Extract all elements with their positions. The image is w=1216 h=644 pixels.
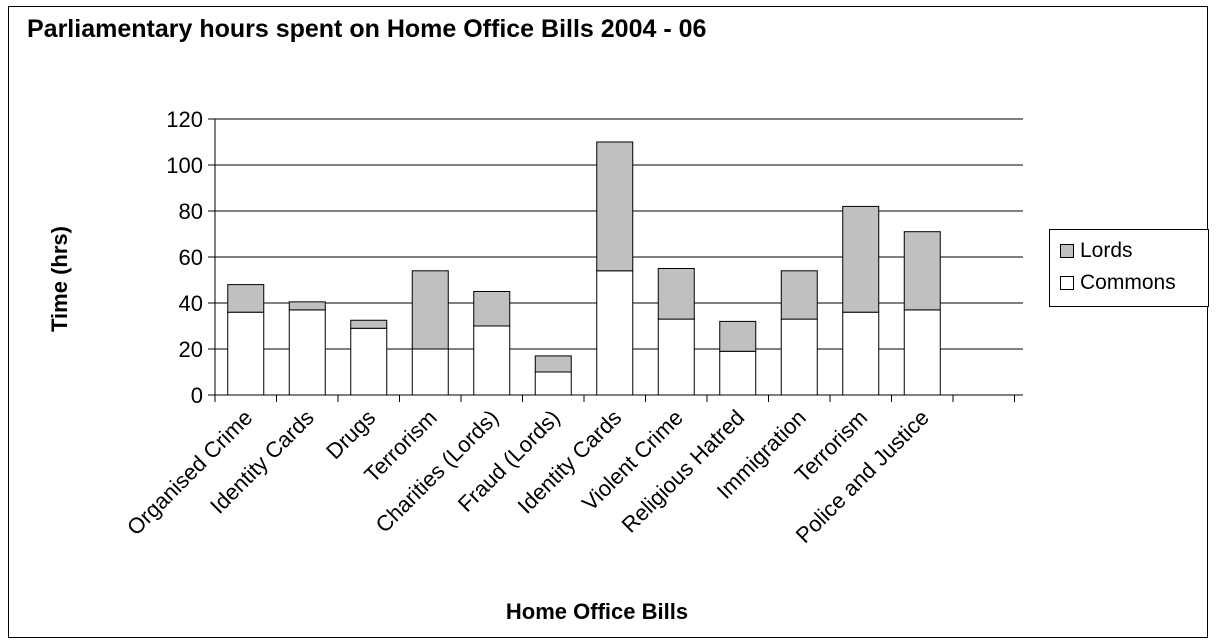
bar-commons bbox=[534, 371, 572, 396]
chart-title: Parliamentary hours spent on Home Office… bbox=[27, 15, 707, 43]
bar-commons bbox=[657, 318, 695, 396]
legend-item-lords: Lords bbox=[1060, 238, 1208, 264]
y-axis-title: Time (hrs) bbox=[47, 226, 72, 332]
bar-lords bbox=[719, 320, 757, 352]
bar-lords bbox=[227, 284, 265, 313]
bar-commons bbox=[227, 311, 265, 396]
legend-label-commons: Commons bbox=[1080, 271, 1176, 294]
bar-commons bbox=[719, 350, 757, 396]
bar-lords bbox=[903, 231, 941, 311]
bar-commons bbox=[596, 270, 634, 396]
legend-item-commons: Commons bbox=[1060, 270, 1208, 296]
y-tick-label: 120 bbox=[166, 107, 203, 132]
bar-commons bbox=[903, 309, 941, 396]
bar-lords bbox=[473, 291, 511, 327]
y-tick-label: 80 bbox=[179, 199, 203, 224]
x-axis-title: Home Office Bills bbox=[506, 599, 688, 624]
legend: Lords Commons bbox=[1049, 229, 1209, 307]
y-tick-label: 100 bbox=[166, 153, 203, 178]
chart-frame: Parliamentary hours spent on Home Office… bbox=[8, 6, 1209, 638]
y-tick-label: 40 bbox=[179, 291, 203, 316]
y-tick-label: 60 bbox=[179, 245, 203, 270]
bar-lords bbox=[288, 301, 326, 311]
bar-commons bbox=[780, 318, 818, 396]
bar-lords bbox=[596, 141, 634, 272]
bar-commons bbox=[411, 348, 449, 396]
bar-lords bbox=[842, 205, 880, 313]
legend-swatch-commons bbox=[1060, 276, 1074, 290]
bar-commons bbox=[350, 327, 388, 396]
bar-lords bbox=[534, 355, 572, 373]
y-tick-label: 20 bbox=[179, 337, 203, 362]
bar-commons bbox=[842, 311, 880, 396]
x-tick-label: Drugs bbox=[321, 405, 380, 464]
legend-swatch-lords bbox=[1060, 244, 1074, 258]
bar-lords bbox=[411, 270, 449, 350]
legend-label-lords: Lords bbox=[1080, 239, 1133, 262]
bar-commons bbox=[288, 309, 326, 396]
bar-lords bbox=[657, 268, 695, 320]
y-tick-label: 0 bbox=[191, 383, 203, 408]
bar-lords bbox=[780, 270, 818, 320]
bar-commons bbox=[473, 325, 511, 396]
bar-lords bbox=[350, 319, 388, 329]
